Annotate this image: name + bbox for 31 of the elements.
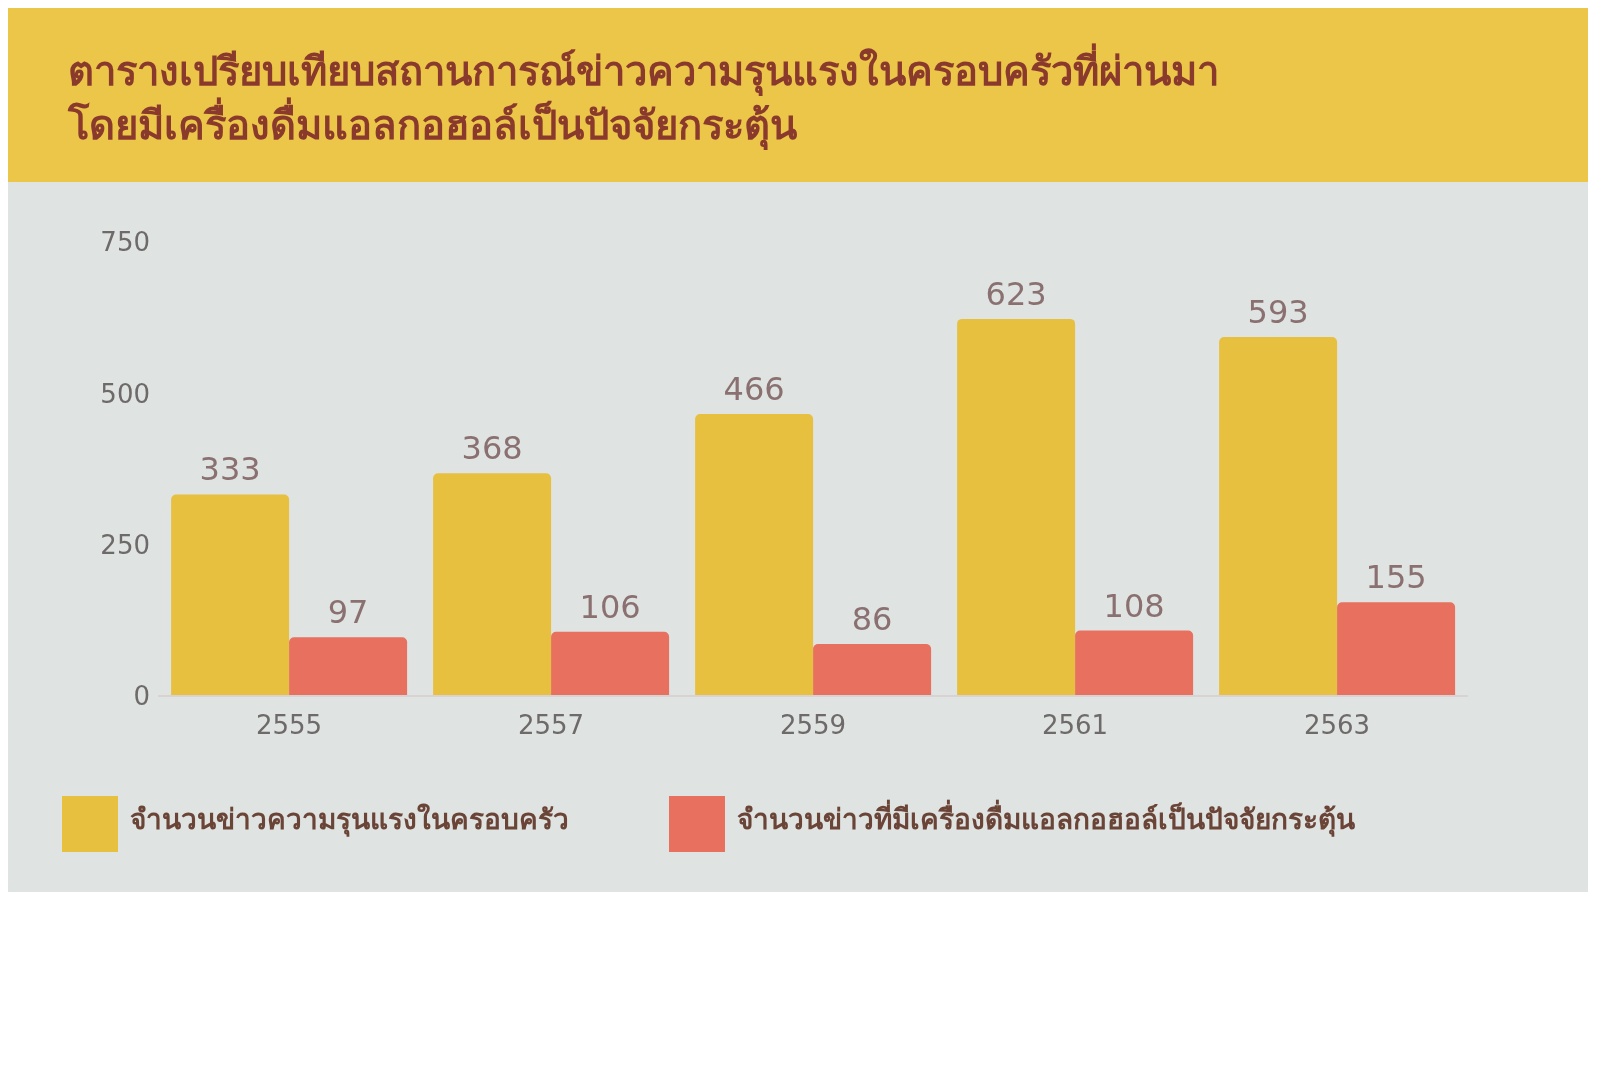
data-label: 155	[1365, 558, 1427, 597]
data-label: 108	[1103, 586, 1165, 625]
data-label: 106	[579, 587, 641, 626]
bar	[1337, 602, 1456, 696]
data-label: 466	[723, 369, 785, 408]
bar	[433, 473, 552, 696]
data-label: 86	[851, 599, 893, 638]
bar	[813, 643, 932, 696]
legend-label: จำนวนข่าวความรุนแรงในครอบครัว	[129, 802, 569, 836]
x-tick-label: 2557	[517, 710, 585, 741]
y-tick-label: 750	[100, 227, 150, 258]
data-label: 333	[199, 450, 261, 489]
bar	[551, 631, 670, 696]
x-tick-label: 2561	[1041, 710, 1109, 741]
bar	[171, 494, 290, 696]
y-tick-label: 250	[100, 529, 150, 560]
data-label: 623	[985, 274, 1047, 313]
bar	[957, 318, 1076, 696]
bar	[1219, 337, 1338, 696]
data-label: 97	[327, 593, 369, 632]
y-tick-label: 0	[133, 681, 150, 712]
x-tick-label: 2559	[779, 710, 847, 741]
x-tick-label: 2555	[255, 710, 323, 741]
chart-title: ตารางเปรียบเทียบสถานการณ์ข่าวความรุนแรงในครอบครัวที่ผ่านมา โดยมีเครื่องดื่มแอลกอฮอล์เป็นปัจจัยกระตุ้น	[68, 44, 1220, 152]
bar	[695, 413, 814, 696]
x-tick-label: 2563	[1303, 710, 1371, 741]
data-label: 593	[1247, 293, 1309, 332]
bar	[289, 637, 408, 696]
data-label: 368	[461, 429, 523, 468]
y-tick-label: 500	[100, 378, 150, 409]
bar	[1075, 630, 1194, 696]
